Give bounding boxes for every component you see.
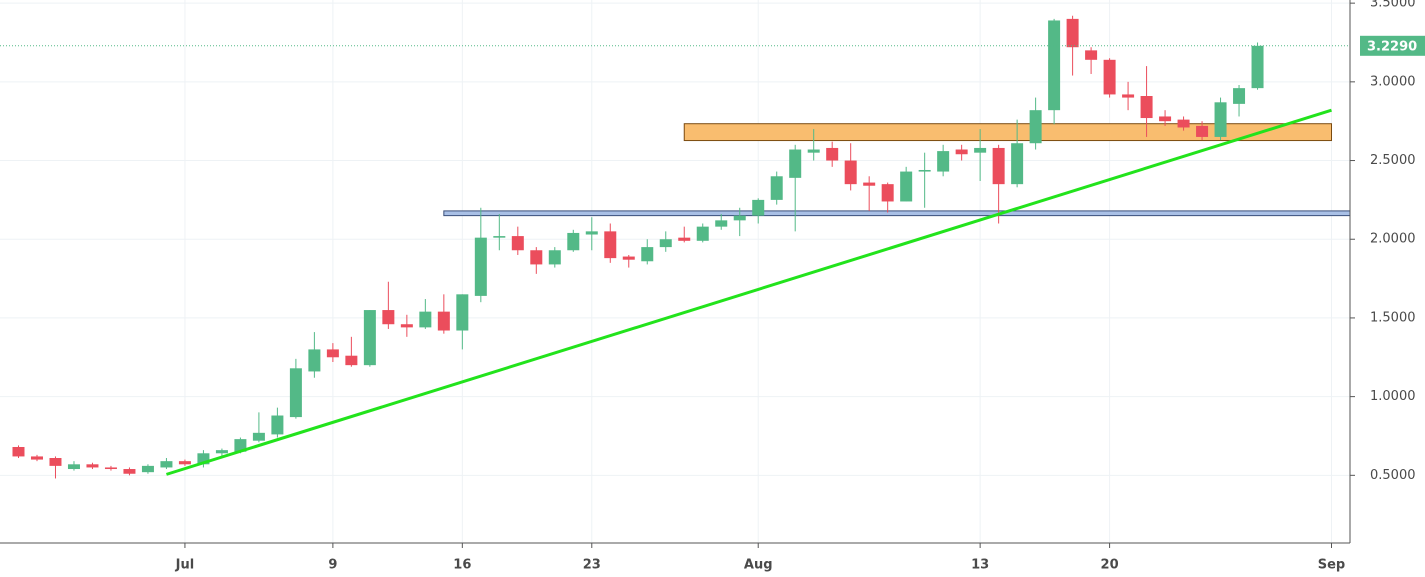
x-tick-label: 13	[971, 558, 989, 573]
candle-body	[1085, 50, 1098, 60]
candle-body	[326, 349, 339, 358]
candle-body	[104, 467, 117, 470]
x-tick-label: Jul	[175, 558, 195, 573]
x-tick-label: 20	[1101, 558, 1119, 573]
candle-body	[178, 461, 191, 465]
candle-body	[123, 469, 136, 474]
candle-body	[715, 220, 728, 227]
candle-body	[641, 247, 654, 262]
candle-body	[955, 149, 968, 155]
candle-body	[160, 461, 173, 468]
y-tick-label: 3.5000	[1370, 0, 1416, 11]
candle-body	[678, 237, 691, 241]
candle-body	[604, 231, 617, 259]
candle-body	[474, 237, 487, 296]
candle-body	[437, 311, 450, 331]
last-price-badge	[1360, 35, 1425, 56]
candle-body	[1196, 125, 1209, 137]
candle-body	[844, 160, 857, 185]
y-tick-label: 2.0000	[1370, 232, 1416, 247]
y-tick-label: 1.0000	[1370, 389, 1416, 404]
x-tick-label: 16	[453, 558, 471, 573]
candle-body	[992, 147, 1005, 185]
y-tick-label: 1.5000	[1370, 310, 1416, 325]
candle-body	[1214, 102, 1227, 137]
candle-body	[252, 432, 265, 441]
candle-body	[733, 215, 746, 221]
candle-body	[400, 324, 413, 328]
x-tick-label: 23	[583, 558, 601, 573]
candle-body	[1122, 94, 1135, 98]
zone	[683, 123, 1333, 142]
candle-body	[530, 250, 543, 265]
candle-body	[585, 231, 598, 235]
candle-body	[752, 199, 765, 216]
candle-body	[1066, 18, 1079, 48]
candle-body	[493, 236, 506, 238]
x-tick-label: Aug	[744, 558, 773, 573]
candle-body	[289, 368, 302, 418]
candle-body	[807, 149, 820, 153]
candle-body	[197, 453, 210, 465]
candle-body	[1177, 119, 1190, 128]
y-tick-label: 0.5000	[1370, 468, 1416, 483]
candle-body	[1233, 88, 1246, 104]
candle-body	[12, 446, 25, 457]
candle-body	[770, 176, 783, 200]
candle-body	[382, 310, 395, 325]
candle-body	[826, 147, 839, 161]
y-tick-label: 2.5000	[1370, 153, 1416, 168]
trendline	[165, 108, 1332, 476]
candle-body	[1159, 116, 1172, 122]
candle-body	[141, 465, 154, 473]
candle-body	[659, 239, 672, 248]
candle-body	[1029, 110, 1042, 144]
candle-body	[308, 349, 321, 372]
candle-body	[30, 456, 43, 460]
candle-body	[548, 250, 561, 265]
candle-body	[567, 232, 580, 251]
candle-body	[974, 147, 987, 153]
candle-body	[363, 310, 376, 366]
candle-body	[900, 171, 913, 202]
candle-body	[1011, 143, 1024, 185]
candle-body	[1103, 59, 1116, 95]
candle-body	[789, 149, 802, 178]
candle-body	[918, 169, 931, 172]
candle-body	[234, 439, 247, 452]
candle-body	[881, 184, 894, 202]
candle-body	[49, 458, 62, 466]
x-tick-label: 9	[328, 558, 337, 573]
candle-body	[937, 151, 950, 172]
candle-body	[1048, 20, 1061, 111]
candle-body	[456, 294, 469, 331]
candle-body	[863, 182, 876, 186]
candle-body	[696, 226, 709, 241]
candle-body	[86, 464, 99, 468]
zone	[443, 210, 1351, 217]
last-price-label: 3.2290	[1367, 39, 1417, 54]
x-tick-label: Sep	[1318, 558, 1346, 573]
candle-body	[1251, 45, 1264, 89]
candle-body	[622, 256, 635, 260]
candle-body	[419, 311, 432, 328]
candle-body	[345, 355, 358, 366]
candle-body	[215, 450, 228, 454]
candle-body	[271, 415, 284, 435]
y-tick-label: 3.0000	[1370, 74, 1416, 89]
candle-body	[511, 236, 524, 251]
candle-body	[1140, 96, 1153, 119]
candle-body	[67, 464, 80, 470]
